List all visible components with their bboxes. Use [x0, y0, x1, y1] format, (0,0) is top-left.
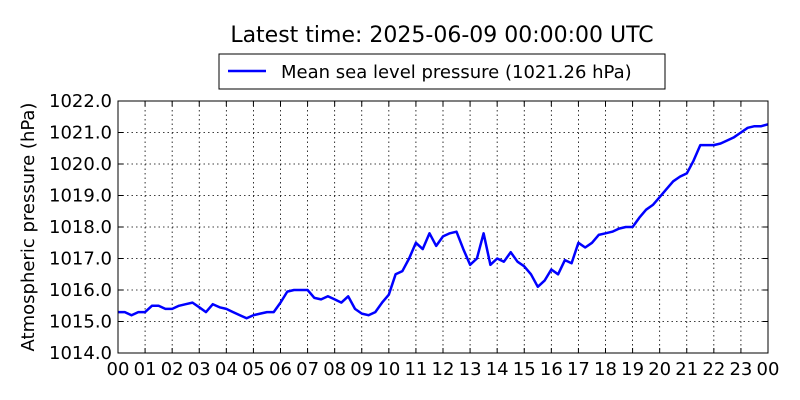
- y-tick-label: 1022.0: [49, 91, 112, 112]
- x-tick-label: 09: [350, 359, 373, 380]
- x-tick-label: 00: [757, 359, 780, 380]
- x-tick-label: 01: [134, 359, 157, 380]
- y-tick-label: 1020.0: [49, 154, 112, 175]
- legend: Mean sea level pressure (1021.26 hPa): [218, 53, 666, 90]
- x-tick-label: 04: [215, 359, 238, 380]
- grid: [117, 100, 769, 354]
- x-tick-label: 00: [107, 359, 130, 380]
- x-tick-label: 12: [432, 359, 455, 380]
- series-line-mslp: [118, 123, 769, 320]
- x-tick-label: 02: [161, 359, 184, 380]
- x-tick-label: 16: [540, 359, 563, 380]
- x-tick-label: 19: [621, 359, 644, 380]
- y-tick-label: 1019.0: [49, 186, 112, 207]
- x-tick-label: 08: [323, 359, 346, 380]
- y-tick-label: 1016.0: [49, 280, 112, 301]
- y-tick-label: 1015.0: [49, 312, 112, 333]
- x-tick-label: 10: [377, 359, 400, 380]
- x-tick-label: 18: [594, 359, 617, 380]
- x-tick-label: 23: [729, 359, 752, 380]
- plot-frame: [117, 100, 769, 354]
- y-tick-label: 1021.0: [49, 123, 112, 144]
- x-tick-labels: 00 01 02 03 04 05 06 07 08 09 10 11 12 13 14 15 16 17 18 19…: [107, 359, 780, 380]
- y-axis-label: Atmospheric pressure (hPa): [18, 103, 39, 352]
- legend-frame: [218, 53, 666, 90]
- x-tick-label: 07: [296, 359, 319, 380]
- x-tick-label: 11: [404, 359, 427, 380]
- x-tick-label: 17: [567, 359, 590, 380]
- x-tick-label: 06: [269, 359, 292, 380]
- x-tick-label: 20: [648, 359, 671, 380]
- x-tick-label: 14: [486, 359, 509, 380]
- legend-label: Mean sea level pressure (1021.26 hPa): [281, 62, 632, 83]
- chart-title: Latest time: 2025-06-09 00:00:00 UTC: [230, 23, 653, 48]
- y-tick-label: 1018.0: [49, 217, 112, 238]
- y-tick-label: 1014.0: [49, 343, 112, 364]
- x-tick-label: 21: [675, 359, 698, 380]
- y-tick-labels: 1014.0 1015.0 1016.0 1017.0 1018.0 1019.0 1020…: [49, 91, 112, 364]
- x-tick-label: 05: [242, 359, 265, 380]
- y-tick-label: 1017.0: [49, 249, 112, 270]
- x-tick-label: 15: [513, 359, 536, 380]
- x-tick-label: 13: [459, 359, 482, 380]
- x-tick-label: 03: [188, 359, 211, 380]
- x-tick-label: 22: [702, 359, 725, 380]
